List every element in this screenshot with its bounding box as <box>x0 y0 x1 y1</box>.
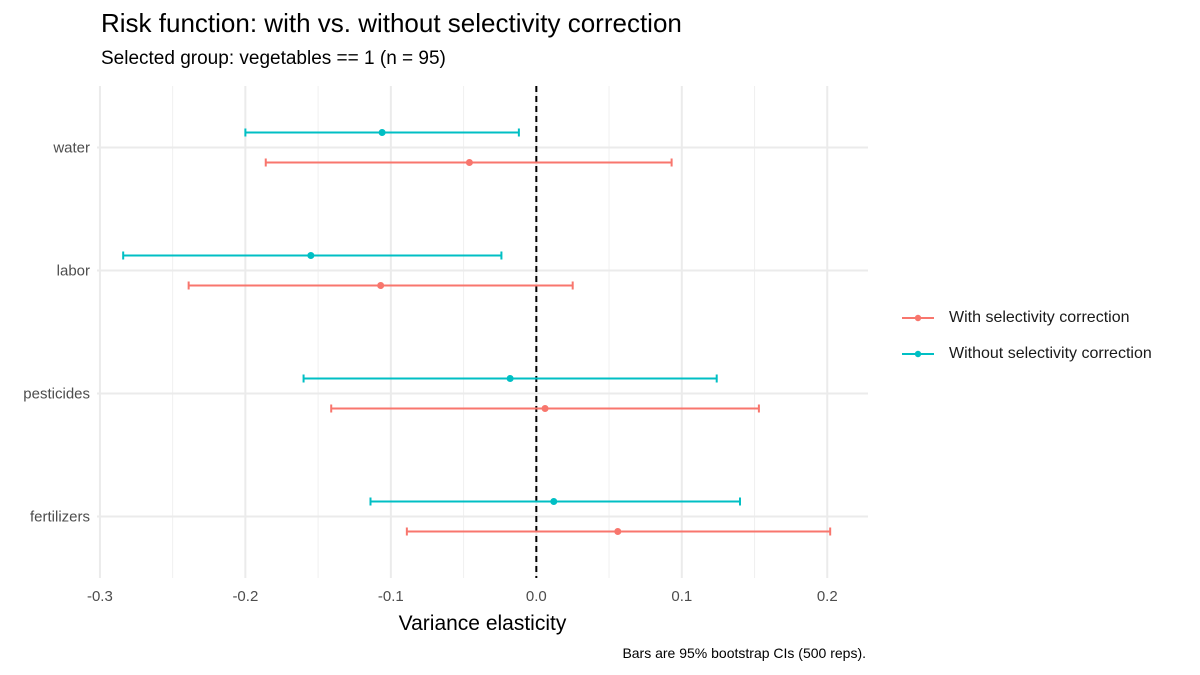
estimate-point <box>465 159 473 166</box>
errorbar-without-water <box>244 128 520 137</box>
estimate-point <box>378 129 386 136</box>
errorbar-with-labor <box>187 281 574 290</box>
x-tick-label: 0.2 <box>817 588 838 605</box>
y-tick-label-pesticides: pesticides <box>23 386 90 403</box>
errorbar-with-pesticides <box>330 404 760 413</box>
x-tick-label: -0.2 <box>232 588 258 605</box>
estimate-point <box>506 375 514 382</box>
estimate-point <box>614 528 622 535</box>
legend-item-without-correction: Without selectivity correction <box>900 336 1152 372</box>
legend: With selectivity correction Without sele… <box>900 300 1152 372</box>
legend-label-with-correction: With selectivity correction <box>949 309 1130 326</box>
errorbar-with-fertilizers <box>405 527 832 536</box>
estimate-point <box>307 252 315 259</box>
estimate-point <box>541 405 549 412</box>
y-tick-label-water: water <box>52 140 90 157</box>
legend-label-without-correction: Without selectivity correction <box>949 345 1152 362</box>
errorbar-without-pesticides <box>302 374 718 383</box>
x-tick-label: 0.0 <box>526 588 547 605</box>
x-tick-label: -0.3 <box>87 588 113 605</box>
legend-key-with-correction <box>902 314 934 322</box>
estimate-point <box>550 498 558 505</box>
chart-subtitle: Selected group: vegetables == 1 (n = 95) <box>101 48 446 69</box>
x-tick-label: -0.1 <box>378 588 404 605</box>
errorbar-with-water <box>264 158 673 167</box>
chart-caption: Bars are 95% bootstrap CIs (500 reps). <box>622 645 866 661</box>
chart-title: Risk function: with vs. without selectiv… <box>101 8 682 38</box>
y-tick-label-labor: labor <box>57 263 90 280</box>
y-tick-label-fertilizers: fertilizers <box>30 509 90 526</box>
legend-key-without-correction <box>902 350 934 358</box>
errorbar-without-fertilizers <box>369 497 741 506</box>
x-axis-title: Variance elasticity <box>399 612 567 635</box>
legend-item-with-correction: With selectivity correction <box>900 300 1152 336</box>
estimate-point <box>377 282 385 289</box>
x-tick-label: 0.1 <box>671 588 692 605</box>
errorbar-without-labor <box>122 251 503 260</box>
